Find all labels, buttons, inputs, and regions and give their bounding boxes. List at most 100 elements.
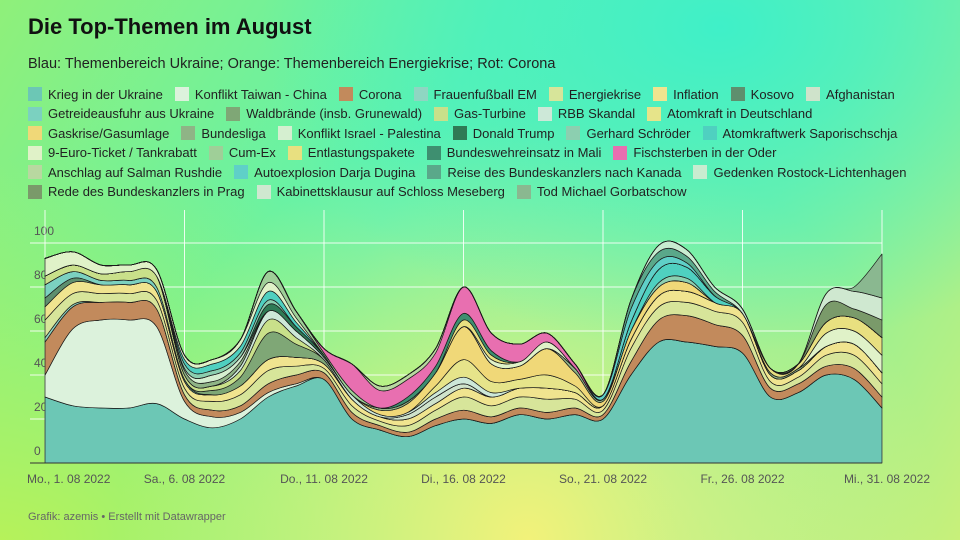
x-tick-label: Do., 11. 08 2022: [280, 472, 368, 486]
legend-item: Afghanistan: [806, 86, 895, 103]
y-tick-label: 20: [34, 400, 48, 414]
legend-item: Reise des Bundeskanzlers nach Kanada: [427, 164, 681, 181]
legend-label: Konflikt Israel - Palestina: [297, 125, 441, 141]
legend-label: Corona: [358, 86, 402, 102]
legend-label: Atomkraftwerk Saporischschja: [722, 125, 898, 141]
legend-item: Gedenken Rostock-Lichtenhagen: [693, 164, 906, 181]
legend-item: 9-Euro-Ticket / Tankrabatt: [28, 145, 197, 162]
legend-swatch: [434, 106, 449, 121]
legend-swatch: [174, 87, 189, 102]
legend: Krieg in der Ukraine Konflikt Taiwan - Ch…: [28, 86, 938, 200]
legend-item: Fischsterben in der Oder: [613, 145, 776, 162]
chart-subtitle: Blau: Themenbereich Ukraine; Orange: The…: [28, 56, 556, 72]
legend-label: Gerhard Schröder: [586, 125, 691, 141]
legend-item: Konflikt Taiwan - China: [174, 86, 327, 103]
legend-label: Cum-Ex: [228, 145, 276, 161]
legend-item: Autoexplosion Darja Dugina: [234, 164, 415, 181]
legend-item: Gas-Turbine: [434, 106, 526, 123]
legend-swatch: [653, 87, 668, 102]
legend-label: Kabinettsklausur auf Schloss Meseberg: [276, 184, 505, 200]
source: Grafik: azemis • Erstellt mit Datawrappe…: [28, 511, 226, 523]
legend-swatch: [647, 106, 662, 121]
legend-item: Anschlag auf Salman Rushdie: [28, 164, 222, 181]
legend-swatch: [566, 126, 581, 141]
legend-label: Gas-Turbine: [454, 106, 526, 122]
legend-swatch: [181, 126, 196, 141]
legend-label: Gaskrise/Gasumlage: [48, 125, 170, 141]
x-tick-label: Mi., 31. 08 2022: [844, 472, 930, 486]
legend-swatch: [702, 126, 717, 141]
legend-item: Getreideausfuhr aus Ukraine: [28, 106, 214, 123]
legend-swatch: [338, 87, 353, 102]
legend-swatch: [28, 165, 42, 180]
legend-swatch: [234, 165, 249, 180]
legend-label: Krieg in der Ukraine: [48, 86, 163, 102]
legend-swatch: [537, 106, 552, 121]
legend-swatch: [452, 126, 467, 141]
legend-label: Fischsterben in der Oder: [633, 145, 777, 161]
legend-swatch: [806, 87, 821, 102]
legend-label: Autoexplosion Darja Dugina: [254, 164, 416, 180]
legend-item: Gerhard Schröder: [566, 125, 691, 142]
legend-label: Frauenfußball EM: [433, 86, 537, 102]
legend-item: Energiekrise: [548, 86, 641, 103]
legend-swatch: [426, 145, 441, 160]
legend-swatch: [287, 145, 302, 160]
legend-label: Anschlag auf Salman Rushdie: [48, 164, 223, 180]
legend-item: Konflikt Israel - Palestina: [277, 125, 441, 142]
y-tick-label: 40: [34, 356, 48, 370]
legend-swatch: [277, 126, 292, 141]
legend-label: RBB Skandal: [557, 106, 636, 122]
legend-swatch: [693, 165, 708, 180]
legend-swatch: [413, 87, 428, 102]
legend-item: Waldbrände (insb. Grunewald): [226, 106, 422, 123]
legend-item: Donald Trump: [452, 125, 555, 142]
legend-label: Donald Trump: [472, 125, 555, 141]
y-tick-label: 60: [34, 312, 48, 326]
legend-label: Kosovo: [750, 86, 795, 102]
legend-item: Bundesliga: [181, 125, 266, 142]
legend-item: Entlastungspakete: [287, 145, 415, 162]
legend-label: Bundesliga: [201, 125, 266, 141]
legend-item: Atomkraftwerk Saporischschja: [702, 125, 898, 142]
y-tick-label: 100: [34, 224, 54, 238]
x-tick-label: So., 21. 08 2022: [559, 472, 647, 486]
legend-label: Tod Michael Gorbatschow: [536, 184, 687, 200]
legend-swatch: [427, 165, 442, 180]
legend-label: Bundeswehreinsatz in Mali: [446, 145, 602, 161]
legend-swatch: [256, 184, 271, 199]
legend-item: Atomkraft in Deutschland: [647, 106, 812, 123]
legend-label: Afghanistan: [826, 86, 895, 102]
legend-swatch: [226, 106, 241, 121]
legend-item: RBB Skandal: [537, 106, 636, 123]
legend-item: Corona: [338, 86, 402, 103]
legend-label: Reise des Bundeskanzlers nach Kanada: [447, 164, 682, 180]
x-tick-label: Di., 16. 08 2022: [421, 472, 506, 486]
x-tick-label: Fr., 26. 08 2022: [700, 472, 784, 486]
y-tick-label: 0: [34, 444, 41, 458]
legend-label: Getreideausfuhr aus Ukraine: [48, 106, 215, 122]
legend-swatch: [613, 145, 628, 160]
legend-swatch: [730, 87, 745, 102]
legend-swatch: [28, 126, 42, 141]
legend-swatch: [28, 87, 42, 102]
legend-swatch: [516, 184, 531, 199]
legend-swatch: [548, 87, 563, 102]
legend-item: Krieg in der Ukraine: [28, 86, 163, 103]
area: [44, 240, 883, 398]
x-tick-label: Mo., 1. 08 2022: [27, 472, 111, 486]
legend-swatch: [28, 145, 42, 160]
legend-label: Waldbrände (insb. Grunewald): [246, 106, 423, 122]
legend-label: Gedenken Rostock-Lichtenhagen: [713, 164, 907, 180]
legend-item: Tod Michael Gorbatschow: [516, 184, 687, 201]
legend-item: Inflation: [653, 86, 719, 103]
legend-swatch: [208, 145, 223, 160]
legend-label: Rede des Bundeskanzlers in Prag: [48, 184, 245, 200]
legend-item: Bundeswehreinsatz in Mali: [426, 145, 602, 162]
legend-swatch: [28, 106, 42, 121]
legend-label: Inflation: [673, 86, 719, 102]
legend-item: Rede des Bundeskanzlers in Prag: [28, 184, 245, 201]
legend-item: Kosovo: [730, 86, 795, 103]
